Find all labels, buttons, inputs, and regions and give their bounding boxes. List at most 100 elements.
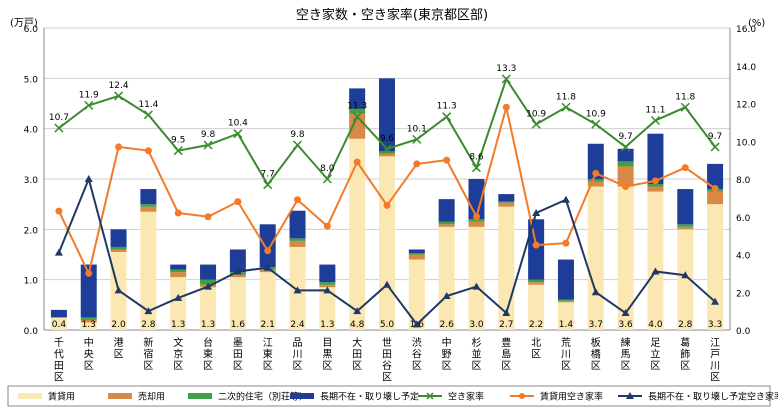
line-point [532,241,540,249]
bar-segment [319,287,336,330]
bar-segment [557,299,574,301]
line-point [382,144,392,154]
bar-segment [140,189,157,205]
bar-segment [707,163,724,190]
line-point [84,100,94,110]
bar-segment [170,264,187,270]
line-point [711,184,719,192]
bar-segment [617,186,634,330]
line-point [293,286,302,294]
line-point [562,239,570,247]
x-category-label: 目黒区 [322,338,332,372]
line-point [174,209,182,217]
x-category-label: 足立区 [650,337,660,372]
bar-segment [528,284,545,330]
legend-marker [519,393,525,399]
legend-label: 空き家率 [448,391,484,403]
line-point [471,163,482,173]
bar-total-label: 3.0 [469,320,484,330]
line-point [323,222,331,230]
line-point [651,177,659,185]
line-point [681,271,690,279]
line-point [234,198,242,206]
legend-label: 売却用 [138,391,165,403]
bar-segment [528,279,545,283]
legend-swatch [188,393,212,399]
chart-title: 空き家数・空き家率(東京都区部) [296,7,488,23]
y-right-tick-label: 2.0 [736,289,751,299]
line-point [561,195,570,203]
y-left-tick-label: 2.0 [24,226,39,236]
line-point [591,288,600,296]
bar-segment [408,259,425,330]
line-point [352,112,362,122]
rate-data-label: 9.5 [171,136,185,146]
y-right-tick-label: 14.0 [736,63,756,73]
line-point [174,293,183,301]
rate-data-label: 9.8 [201,130,216,140]
rate-data-label: 8.0 [320,164,335,174]
rate-data-label: 9.8 [290,130,305,140]
line-point [680,102,690,112]
bar-segment [80,317,97,320]
x-category-label: 品川区 [293,337,303,372]
bar-segment [647,133,664,185]
bar-total-label: 4.0 [648,320,663,330]
bar-segment [647,191,664,330]
x-category-label: 江戸川区 [710,337,720,384]
x-category-label: 台東区 [203,336,213,372]
bar-segment [647,184,664,187]
bar-segment [587,181,604,187]
rate-data-label: 11.3 [347,102,367,112]
y-right-tick-label: 12.0 [736,101,756,111]
line-point [263,180,273,190]
bar-segment [438,224,455,227]
line-point [85,269,93,277]
bar-segment [50,317,67,330]
bar-segment [379,78,395,152]
line-point [472,282,481,290]
bar-total-label: 1.4 [559,320,574,330]
line-point [54,123,64,133]
line-point [204,213,212,221]
bar-segment [379,153,395,157]
bar-segment [587,143,604,179]
line-point [294,196,302,204]
bar-segment [170,277,187,330]
bar-segment [498,202,515,207]
line-point [263,263,272,271]
y-right-tick-label: 6.0 [736,214,751,224]
rate-data-label: 10.1 [407,124,427,134]
x-category-label: 新宿区 [143,336,153,372]
rate-data-label: 9.7 [618,132,632,142]
legend-label: 賃貸用 [48,391,75,403]
bar-total-label: 2.4 [290,320,305,330]
line-point [650,115,660,126]
line-point [622,183,630,191]
line-point [144,147,152,155]
x-category-label: 葛飾区 [680,336,690,372]
line-point [710,142,720,152]
bar-total-label: 2.8 [678,320,693,330]
bar-segment [587,179,604,182]
x-category-label: 江東区 [263,337,273,372]
bar-segment [80,264,97,318]
rate-data-label: 10.7 [49,113,69,123]
bar-segment [110,249,127,252]
line-point [442,292,451,300]
bar-segment [617,161,634,167]
line-point [353,158,361,166]
y-right-tick-label: 0.0 [736,327,751,337]
bar-segment [110,229,127,247]
y-left-tick-label: 5.0 [24,75,39,85]
y-right-tick-label: 8.0 [736,176,751,186]
bar-segment [408,252,425,255]
bar-segment [319,282,336,285]
x-category-label: 板橋区 [591,336,601,372]
bar-layer [50,78,724,330]
bar-segment [438,226,455,330]
line-point [143,110,153,120]
x-category-label: 杉並区 [471,336,481,372]
y-left-tick-label: 4.0 [24,126,39,136]
